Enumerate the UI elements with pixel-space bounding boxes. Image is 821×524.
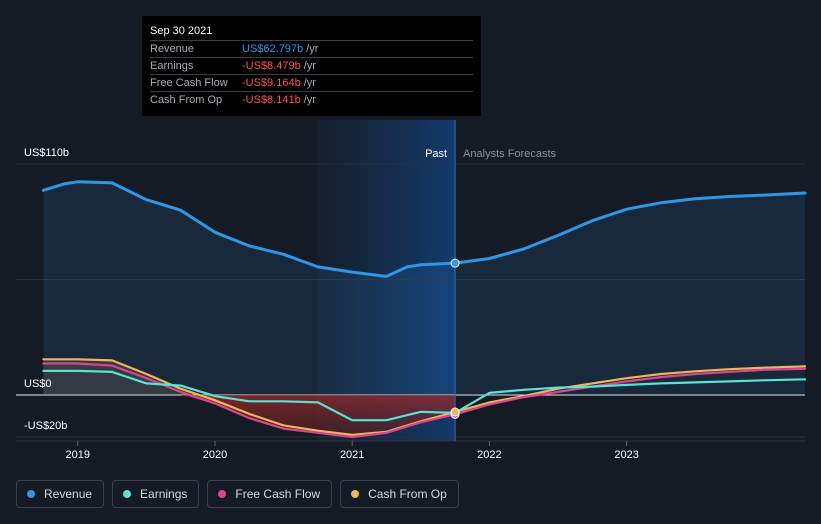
tooltip-label: Cash From Op <box>150 94 223 106</box>
revenue-area <box>43 181 805 395</box>
legend-label: Free Cash Flow <box>235 487 321 501</box>
legend-label: Earnings <box>140 487 188 501</box>
tooltip-row-revenue: Revenue US$62.797b /yr <box>150 40 473 57</box>
loss-area <box>180 395 456 437</box>
tooltip-unit: /yr <box>303 60 316 72</box>
legend-dot-icon <box>218 490 227 498</box>
tooltip-row-earnings: Earnings -US$8.479b /yr <box>150 57 473 74</box>
x-tick-label: 2023 <box>614 449 638 461</box>
legend-label: Cash From Op <box>368 487 447 501</box>
y-tick-label: -US$20b <box>24 420 67 432</box>
legend-dot-icon <box>27 490 35 498</box>
legend-dot-icon <box>123 490 132 498</box>
tooltip-row-free-cash-flow: Free Cash Flow -US$9.164b /yr <box>150 74 473 91</box>
tooltip-unit: /yr <box>303 94 316 106</box>
legend-dot-icon <box>351 490 360 498</box>
series-line-revenue <box>41 180 807 278</box>
legend-item-revenue[interactable]: Revenue <box>16 480 105 508</box>
series-line-free-cash-flow <box>42 362 807 439</box>
tooltip-unit: /yr <box>303 77 316 89</box>
y-tick-label: US$0 <box>24 378 52 390</box>
tooltip-value: US$62.797b <box>242 43 304 55</box>
x-tick-label: 2019 <box>66 449 90 461</box>
y-tick-label: US$110b <box>24 147 69 159</box>
forecast-label: Analysts Forecasts <box>463 148 556 160</box>
tooltip-value: -US$8.479b <box>242 60 301 72</box>
tooltip-value: -US$9.164b <box>242 77 301 89</box>
hover-point <box>450 258 460 268</box>
legend-label: Revenue <box>44 487 93 501</box>
tooltip-row-cash-from-op: Cash From Op -US$8.141b /yr <box>150 91 473 108</box>
legend-item-free-cash-flow[interactable]: Free Cash Flow <box>207 480 333 508</box>
tooltip: Sep 30 2021 Revenue US$62.797b /yr Earni… <box>142 16 481 116</box>
past-highlight-band <box>317 120 456 441</box>
tooltip-label: Revenue <box>150 43 195 55</box>
tooltip-unit: /yr <box>306 43 319 55</box>
legend-item-cash-from-op[interactable]: Cash From Op <box>340 480 459 508</box>
past-label: Past <box>425 148 447 160</box>
hover-point <box>450 407 460 417</box>
x-tick-label: 2020 <box>203 449 227 461</box>
tooltip-date: Sep 30 2021 <box>150 25 213 37</box>
x-tick-label: 2021 <box>340 449 364 461</box>
legend: Revenue Earnings Free Cash Flow Cash Fro… <box>16 480 459 508</box>
x-tick-label: 2022 <box>477 449 501 461</box>
chart-area: US$110b US$0 -US$20b 2019 2020 2021 2022 2023 Pa… <box>16 120 807 461</box>
tooltip-label: Free Cash Flow <box>150 77 228 89</box>
tooltip-value: -US$8.141b <box>242 94 301 106</box>
cash-area <box>43 359 216 401</box>
legend-item-earnings[interactable]: Earnings <box>112 480 200 508</box>
tooltip-label: Earnings <box>150 60 194 72</box>
series-line-earnings <box>42 369 807 422</box>
